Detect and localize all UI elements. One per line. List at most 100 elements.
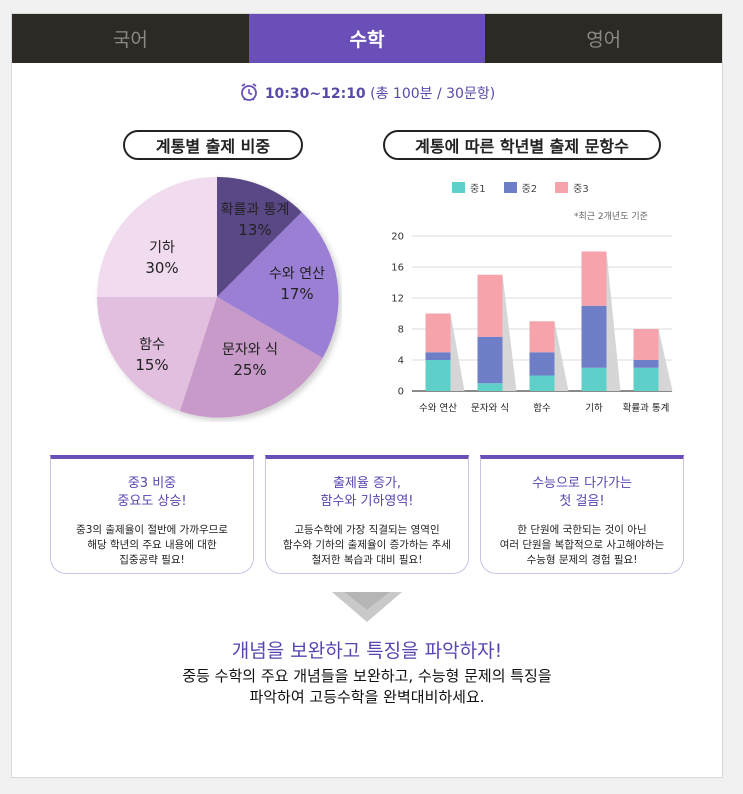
pie-slice-functions <box>97 297 217 412</box>
legend-label-grade1: 중1 <box>470 184 486 195</box>
headline: 개념을 보완하고 특징을 파악하자! <box>231 640 503 662</box>
description-line1: 중등 수학의 주요 개념들을 보완하고, 수능형 문제의 특징을 <box>182 667 552 685</box>
pie-label-geometry: 기하 30% <box>132 238 192 278</box>
description-line2: 파악하여 고등수학을 완벽대비하세요. <box>249 688 485 706</box>
card-title-line2: 중요도 상승! <box>117 494 187 509</box>
bar-segment <box>425 352 451 360</box>
math-exam-panel: 국어 수학 영어 10:30~12:10 (총 100분 / 30문항) 계통별… <box>11 13 723 778</box>
pie-slice-numbers <box>217 212 339 358</box>
pie-label-expressions-pct: 25% <box>233 361 267 379</box>
subject-tabs: 국어 수학 영어 <box>12 14 723 63</box>
pie-label-probability-name: 확률과 통계 <box>220 202 290 218</box>
card-title-line1: 수능으로 다가가는 <box>532 476 632 491</box>
pie-label-functions: 함수 15% <box>122 335 182 375</box>
y-tick-label: 16 <box>391 263 404 274</box>
chart-note: *최근 2개년도 기준 <box>574 212 648 222</box>
bar-segment <box>477 383 503 391</box>
legend-swatch-grade1 <box>452 182 465 193</box>
card-body-line2: 여러 단원을 복합적으로 사고해야하는 <box>499 539 665 551</box>
pie-label-probability-pct: 13% <box>238 221 272 239</box>
y-tick-label: 4 <box>398 356 404 367</box>
bar-shadow <box>450 313 465 391</box>
alarm-clock-icon <box>239 82 259 106</box>
pie-chart: 확률과 통계 13% 수와 연산 17% 문자와 식 25% 함수 15% 기하… <box>92 172 342 422</box>
card-body-line2: 함수와 기하의 출제율이 증가하는 추세 <box>283 539 451 551</box>
tab-korean[interactable]: 국어 <box>12 14 249 63</box>
chart-legend: 중1 중2 중3 <box>452 180 589 195</box>
bar-segment <box>581 367 607 391</box>
pie-svg <box>97 177 339 418</box>
pie-label-functions-name: 함수 <box>139 337 165 353</box>
exam-time-detail: (총 100분 / 30문항) <box>370 86 496 102</box>
card-body-line2: 해당 학년의 주요 내용에 대한 <box>87 539 217 551</box>
bar-segment <box>529 321 555 353</box>
y-tick-label: 0 <box>398 387 404 398</box>
card-body-line1: 고등수학에 가장 직결되는 영역인 <box>294 524 440 536</box>
legend-label-grade2: 중2 <box>521 184 538 195</box>
pie-section-title: 계통별 출제 비중 <box>123 130 303 160</box>
bar-shadow <box>502 274 517 391</box>
legend-swatch-grade2 <box>503 182 517 193</box>
bar-segment <box>633 367 659 391</box>
y-tick-label: 20 <box>391 232 404 243</box>
bar-shadow <box>606 251 621 391</box>
legend-swatch-grade3 <box>555 182 569 193</box>
y-tick-label: 12 <box>391 294 404 305</box>
tab-english[interactable]: 영어 <box>485 14 723 63</box>
bar-section-title: 계통에 따른 학년별 출제 문항수 <box>383 130 661 160</box>
exam-time: 10:30~12:10 (총 100분 / 30문항) <box>12 82 722 106</box>
legend-item-grade3: 중3 <box>555 180 589 195</box>
pie-label-numbers-pct: 17% <box>280 285 314 303</box>
card-title-line2: 첫 걸음! <box>559 494 605 509</box>
card-body-line1: 한 단원에 국한되는 것이 아닌 <box>517 524 647 536</box>
legend-label-grade3: 중3 <box>573 184 589 195</box>
x-tick-label: 기하 <box>585 402 603 414</box>
x-tick-label: 문자와 식 <box>471 402 509 414</box>
bar-shadow <box>658 329 673 391</box>
bar-segment <box>425 313 451 353</box>
pie-label-numbers-name: 수와 연산 <box>269 266 325 282</box>
legend-item-grade1: 중1 <box>452 180 486 195</box>
pie-label-numbers: 수와 연산 17% <box>257 264 337 304</box>
bar-segment <box>581 305 607 368</box>
pie-label-probability: 확률과 통계 13% <box>210 200 300 240</box>
x-tick-label: 수와 연산 <box>419 402 457 414</box>
tab-math[interactable]: 수학 <box>248 14 486 63</box>
x-tick-label: 확률과 통계 <box>623 402 670 414</box>
x-tick-label: 함수 <box>533 403 551 414</box>
pie-slice-expressions <box>179 297 323 418</box>
card-body-line3: 집중공략 필요! <box>119 554 185 566</box>
card-title-line1: 출제율 증가, <box>332 476 402 491</box>
description: 중등 수학의 주요 개념들을 보완하고, 수능형 문제의 특징을 파악하여 고등… <box>12 666 722 708</box>
bar-segment <box>633 360 659 368</box>
y-tick-label: 8 <box>398 325 404 336</box>
legend-item-grade2: 중2 <box>503 180 538 195</box>
bar-segment <box>477 274 503 337</box>
card-body-line3: 수능형 문제의 경험 필요! <box>526 554 638 566</box>
exam-time-range: 10:30~12:10 <box>264 86 366 102</box>
card-title: 출제율 증가, 함수와 기하영역! <box>266 475 468 511</box>
bar-segment <box>529 352 555 376</box>
bar-shadow <box>554 321 569 391</box>
card-body-line1: 중3의 출제율이 절반에 가까우므로 <box>76 524 228 536</box>
pie-label-expressions-name: 문자와 식 <box>222 342 278 358</box>
bar-segment <box>425 360 451 391</box>
pie-label-expressions: 문자와 식 25% <box>210 340 290 380</box>
bar-segment <box>633 329 659 360</box>
card-body-line3: 철저한 복습과 대비 필요! <box>311 554 423 566</box>
pie-label-geometry-pct: 30% <box>145 259 179 277</box>
pie-slice-probability <box>217 177 302 297</box>
bar-segment <box>477 336 503 384</box>
card-title-line1: 중3 비중 <box>127 476 177 491</box>
bar-segment <box>581 251 607 306</box>
pie-label-geometry-name: 기하 <box>149 240 175 256</box>
bar-segment <box>529 375 555 391</box>
